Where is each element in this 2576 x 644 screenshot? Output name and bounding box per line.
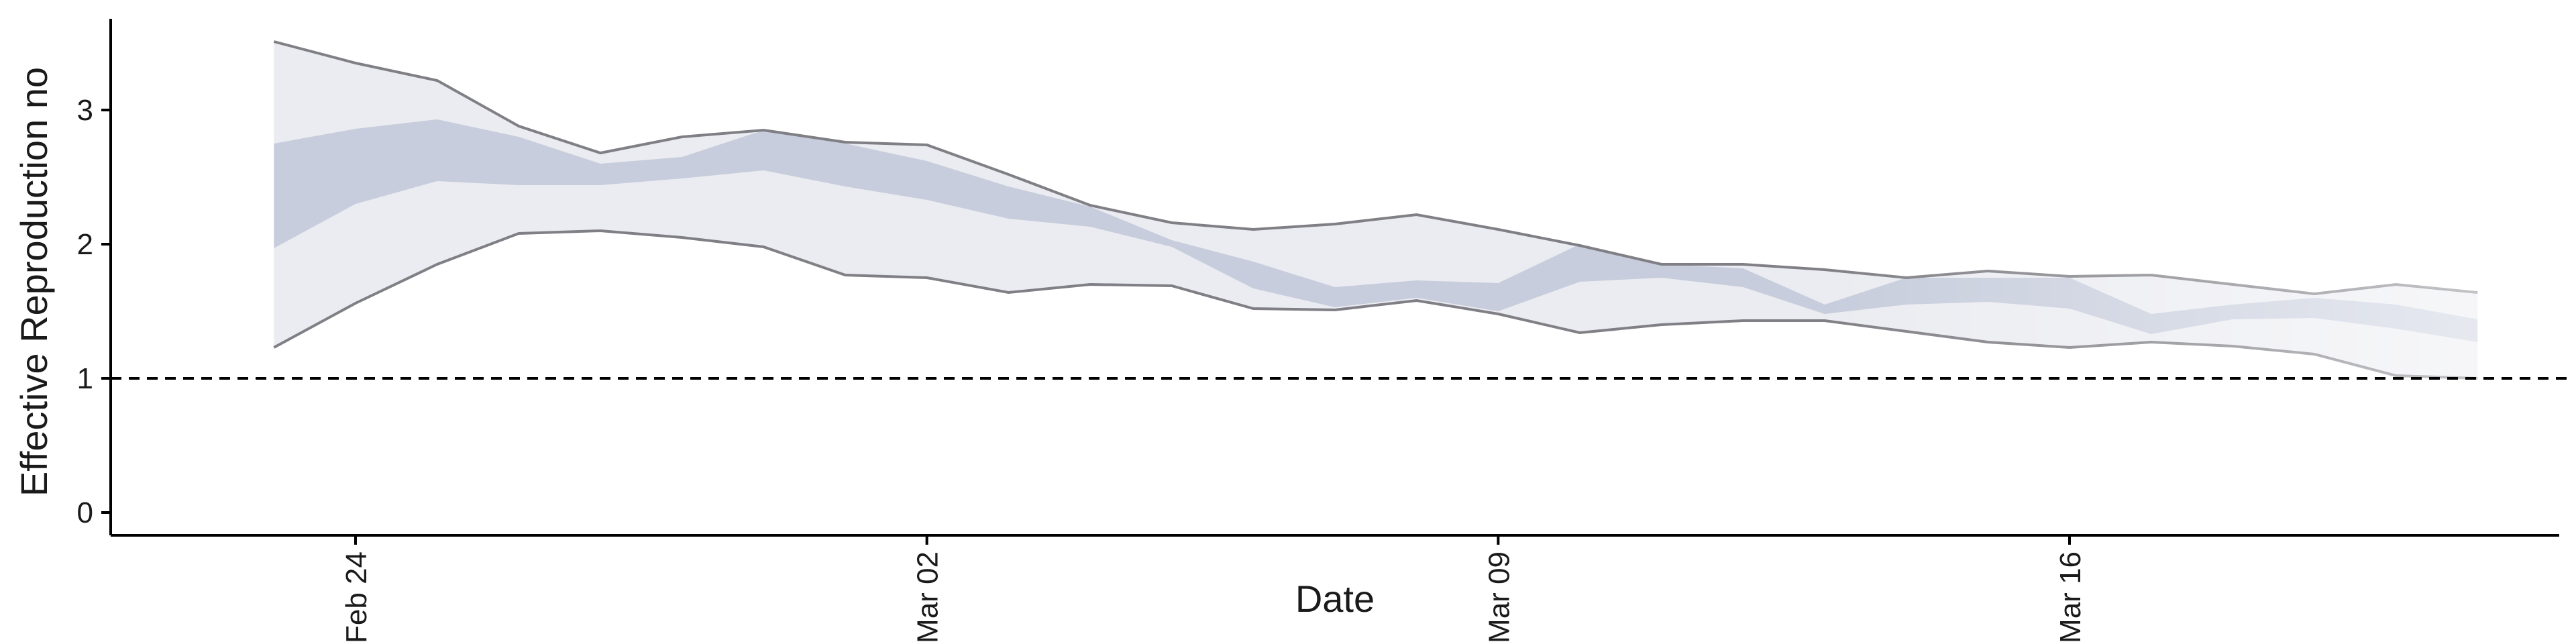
- y-tick-label: 0: [77, 496, 93, 529]
- y-tick-label: 3: [77, 94, 93, 127]
- x-tick-label: Mar 09: [1483, 551, 1515, 643]
- x-tick-label: Feb 24: [340, 551, 373, 643]
- outer-lower-line: [273, 229, 2478, 380]
- x-tick-label: Mar 16: [2054, 551, 2087, 643]
- y-axis-title: Effective Reproduction no: [13, 67, 55, 496]
- y-tick-label: 2: [77, 228, 93, 261]
- x-axis-title: Date: [1295, 578, 1375, 620]
- y-axis-ticks: 0 1 2 3: [77, 94, 111, 529]
- credible-interval-bands: [274, 42, 2478, 378]
- inner-interval-band: [274, 119, 2478, 342]
- outer-upper-line: [273, 40, 2478, 296]
- interval-bound-lines: [273, 40, 2478, 380]
- x-tick-label: Mar 02: [912, 551, 945, 643]
- x-axis-ticks: Feb 24 Mar 02 Mar 09 Mar 16: [340, 535, 2087, 643]
- y-tick-label: 1: [77, 362, 93, 395]
